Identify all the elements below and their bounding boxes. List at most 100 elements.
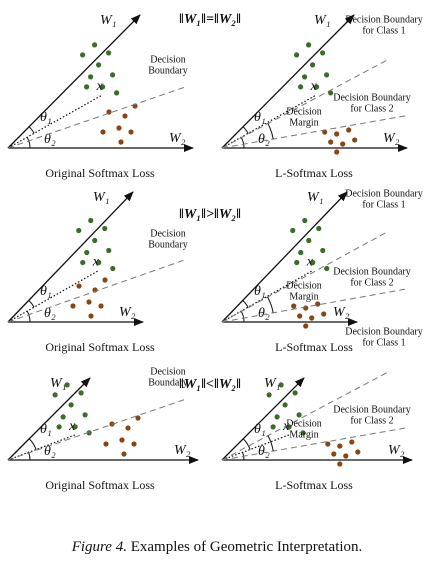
boundary-class2-label: Decision Boundary xyxy=(333,266,411,277)
theta1-label: θ₁ xyxy=(40,110,52,125)
condition-label: ‖W₁‖>‖W₂‖ xyxy=(179,207,241,222)
decision-boundary-label: Decision xyxy=(150,54,186,65)
class1-point xyxy=(294,52,300,58)
decision-boundary-class1 xyxy=(221,58,390,149)
figure-caption: Figure 4. Examples of Geometric Interpre… xyxy=(71,539,363,555)
w1-label: W₁ xyxy=(100,13,117,28)
x-direction xyxy=(221,94,317,149)
class1-point xyxy=(294,259,300,266)
class2-point xyxy=(303,305,309,311)
decision-boundary-class2 xyxy=(221,426,410,461)
class1-point xyxy=(328,90,334,96)
class1-point xyxy=(106,50,112,56)
class1-point xyxy=(320,247,326,254)
w2-label: W₂ xyxy=(388,443,405,458)
decision-boundary-label: Boundary xyxy=(148,65,187,76)
w2-label: W₂ xyxy=(383,131,400,146)
class1-point xyxy=(278,382,284,388)
class1-point xyxy=(302,74,308,80)
class2-point xyxy=(102,277,108,283)
class2-point xyxy=(76,283,82,289)
theta2-label: θ₂ xyxy=(44,306,56,321)
class1-point xyxy=(110,265,116,272)
theta2-label: θ₂ xyxy=(44,132,56,147)
class2-point xyxy=(100,129,106,135)
class1-point xyxy=(102,225,108,232)
class1-point xyxy=(302,217,308,224)
class1-point xyxy=(60,414,66,420)
class1-point xyxy=(106,247,112,254)
decision-boundary-label: Decision xyxy=(150,366,186,377)
class1-point xyxy=(86,430,92,436)
theta1-label: θ₁ xyxy=(254,110,266,125)
angle-arc xyxy=(267,435,274,452)
decision-boundary-label: Decision xyxy=(150,228,186,239)
boundary-class2-label: for Class 2 xyxy=(350,415,393,426)
class1-point xyxy=(310,259,316,266)
w1-label: W₁ xyxy=(307,190,324,205)
loss-caption: Original Softmax Loss xyxy=(45,166,155,180)
class1-point xyxy=(88,217,94,224)
class1-point xyxy=(68,402,74,408)
class1-point xyxy=(274,414,280,420)
class1-point xyxy=(320,50,326,56)
class1-point xyxy=(306,42,312,48)
x-label: x xyxy=(310,79,318,94)
boundary-class2-label: for Class 2 xyxy=(350,277,393,288)
class1-point xyxy=(80,52,86,58)
angle-arc xyxy=(26,136,31,149)
class1-point xyxy=(114,90,120,96)
class2-point xyxy=(122,113,128,119)
class2-point xyxy=(334,149,340,155)
class1-point xyxy=(88,74,94,80)
theta2-label: θ₂ xyxy=(258,132,270,147)
loss-caption: L-Softmax Loss xyxy=(275,478,353,492)
class2-point xyxy=(340,141,346,147)
class1-point xyxy=(96,62,102,68)
class2-point xyxy=(352,137,358,143)
class1-point xyxy=(82,412,88,418)
angle-arc xyxy=(28,452,31,461)
theta2-label: θ₂ xyxy=(258,444,270,459)
class2-point xyxy=(334,131,340,137)
angle-arc xyxy=(28,438,37,450)
angle-arc xyxy=(240,136,245,149)
boundary-class1-label: for Class 1 xyxy=(362,337,405,348)
class2-point xyxy=(303,323,309,329)
class1-point xyxy=(324,265,330,272)
class1-point xyxy=(56,424,62,430)
w2-label: W₂ xyxy=(174,443,191,458)
class2-point xyxy=(328,139,334,145)
w1-vector xyxy=(221,14,355,149)
class2-point xyxy=(118,139,124,145)
w1-vector xyxy=(221,377,305,461)
decision-margin-label: Margin xyxy=(289,117,318,128)
class1-point xyxy=(266,392,272,398)
w2-label: W₂ xyxy=(119,305,136,320)
decision-boundary-class1 xyxy=(221,230,390,323)
boundary-class2-label: Decision Boundary xyxy=(333,92,411,103)
class2-point xyxy=(337,461,343,467)
caption-text: Examples of Geometric Interpretation. xyxy=(131,539,363,555)
boundary-class1-label: Decision Boundary xyxy=(345,14,423,25)
boundary-class1-label: for Class 1 xyxy=(362,25,405,36)
class1-point xyxy=(84,249,90,256)
class2-point xyxy=(325,441,331,447)
w1-vector xyxy=(7,191,134,323)
class2-point xyxy=(128,129,134,135)
class1-point xyxy=(310,62,316,68)
class1-point xyxy=(306,237,312,244)
class1-point xyxy=(324,72,330,78)
x-label: x xyxy=(68,419,76,434)
class1-point xyxy=(298,84,304,90)
w1-label: W₁ xyxy=(93,190,110,205)
class2-point xyxy=(86,299,92,305)
angle-arc xyxy=(267,296,274,313)
decision-margin-label: Decision xyxy=(286,418,322,429)
class2-point xyxy=(321,311,327,317)
w2-label: W₂ xyxy=(333,305,350,320)
loss-caption: L-Softmax Loss xyxy=(275,166,353,180)
boundary-class1-label: for Class 1 xyxy=(362,199,405,210)
theta1-label: θ₁ xyxy=(40,284,52,299)
angle-arc xyxy=(267,123,274,140)
